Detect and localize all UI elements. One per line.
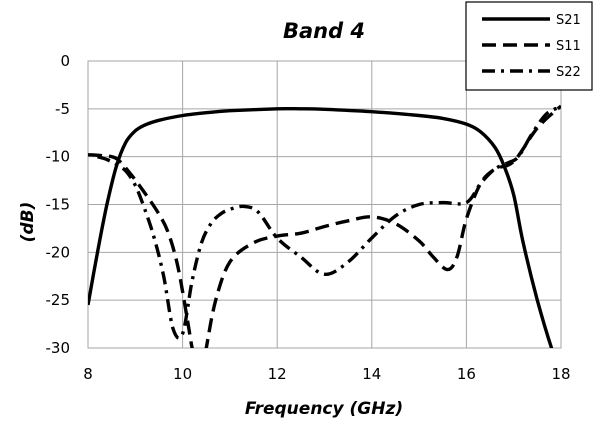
legend-items: S21 S11 S22 [482, 13, 581, 80]
series-line-s11 [88, 104, 561, 348]
x-tick-label: 14 [362, 365, 381, 383]
x-tick-label: 12 [268, 365, 287, 383]
y-tick-label: -30 [46, 339, 71, 357]
series-line-s21 [88, 106, 554, 348]
x-tick-label: 18 [551, 365, 570, 383]
y-tick-label: -15 [46, 196, 71, 214]
y-tick-label: 0 [60, 52, 70, 70]
legend: S21 S11 S22 [465, 1, 593, 91]
legend-label-s11: S11 [556, 39, 581, 54]
chart-title: Band 4 [283, 19, 365, 43]
x-tick-label: 10 [173, 365, 192, 383]
plot-area-border [87, 60, 562, 349]
x-axis-label: Frequency (GHz) [245, 399, 403, 419]
y-tick-label: -20 [46, 243, 71, 261]
legend-label-s21: S21 [556, 13, 581, 28]
series-line-s22 [97, 105, 561, 340]
tick-labels: 8 10 12 14 16 18 0 -5 -10 -15 -20 -25 -30 [46, 52, 571, 383]
grid-lines [87, 60, 562, 349]
y-axis-label: (dB) [18, 202, 38, 243]
series-group [88, 104, 561, 348]
legend-label-s22: S22 [556, 65, 581, 80]
x-tick-label: 16 [457, 365, 476, 383]
x-tick-label: 8 [83, 365, 93, 383]
y-tick-label: -10 [46, 148, 71, 166]
y-tick-label: -25 [46, 291, 71, 309]
y-tick-label: -5 [55, 100, 70, 118]
